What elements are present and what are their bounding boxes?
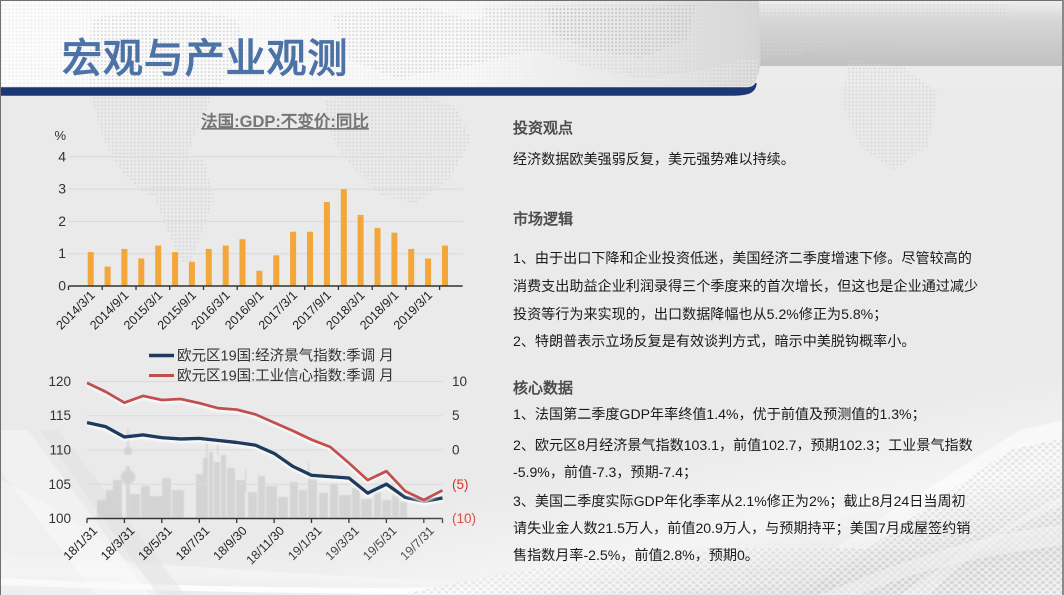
svg-text:(5): (5) (452, 477, 469, 492)
svg-text:欧元区19国:经济景气指数:季调 月: 欧元区19国:经济景气指数:季调 月 (177, 348, 394, 365)
svg-text:(10): (10) (452, 511, 476, 526)
svg-text:0: 0 (452, 443, 460, 458)
svg-text:110: 110 (49, 443, 71, 458)
svg-text:0: 0 (58, 278, 66, 294)
svg-text:5: 5 (452, 408, 460, 423)
svg-text:2: 2 (58, 213, 66, 229)
svg-text:115: 115 (49, 408, 71, 423)
svg-text:18/11/30: 18/11/30 (244, 524, 288, 568)
svg-text:105: 105 (48, 477, 71, 492)
svg-text:10: 10 (452, 374, 467, 389)
svg-text:120: 120 (48, 374, 71, 389)
svg-text:1: 1 (58, 245, 66, 261)
svg-text:19/5/31: 19/5/31 (360, 524, 399, 563)
svg-text:法国:GDP:不变价:同比: 法国:GDP:不变价:同比 (201, 111, 369, 131)
svg-text:4: 4 (58, 148, 66, 164)
svg-text:18/7/31: 18/7/31 (173, 524, 212, 563)
svg-text:%: % (54, 128, 66, 143)
svg-text:欧元区19国:工业信心指数:季调 月: 欧元区19国:工业信心指数:季调 月 (177, 368, 394, 385)
svg-text:3: 3 (58, 181, 66, 197)
svg-text:19/3/31: 19/3/31 (323, 524, 362, 563)
svg-text:19/7/31: 19/7/31 (398, 524, 437, 563)
svg-text:19/1/31: 19/1/31 (285, 524, 324, 563)
svg-text:100: 100 (48, 511, 71, 526)
